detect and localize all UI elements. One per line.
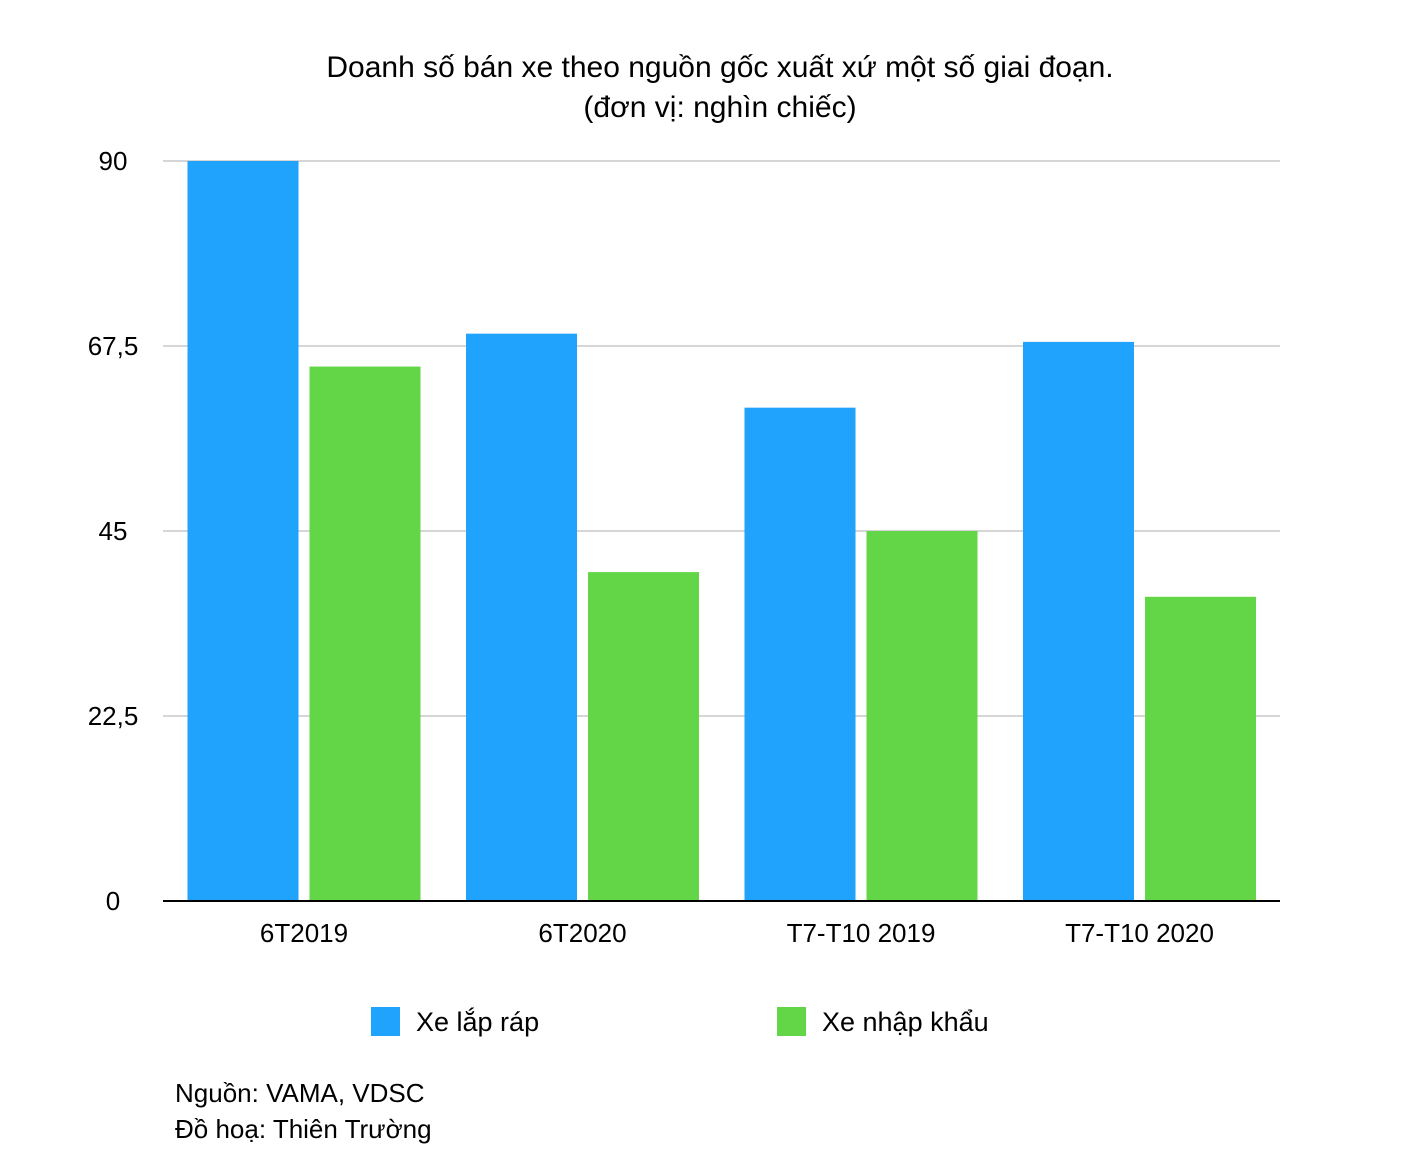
x-tick-label: 6T2020 xyxy=(538,918,626,948)
x-tick-label: T7-T10 2020 xyxy=(1065,918,1214,948)
legend-label: Xe lắp ráp xyxy=(416,1006,539,1037)
bar-imported xyxy=(866,531,978,901)
y-tick-label: 67,5 xyxy=(88,331,139,361)
y-axis-ticks: 0 22,5 45 67,5 90 xyxy=(88,146,139,916)
source-note: Nguồn: VAMA, VDSC xyxy=(175,1078,425,1108)
x-tick-label: T7-T10 2019 xyxy=(787,918,936,948)
y-tick-label: 90 xyxy=(99,146,128,176)
legend-swatch xyxy=(777,1007,806,1036)
legend-swatch xyxy=(371,1007,400,1036)
bar-imported xyxy=(1145,596,1256,901)
y-tick-label: 22,5 xyxy=(88,701,139,731)
bar-assembled xyxy=(466,333,577,902)
legend-label: Xe nhập khẩu xyxy=(822,1007,989,1037)
bars xyxy=(187,161,1256,902)
y-tick-label: 45 xyxy=(99,516,128,546)
bar-assembled xyxy=(187,161,299,901)
x-tick-label: 6T2019 xyxy=(260,918,348,948)
graphics-credit: Đồ hoạ: Thiên Trường xyxy=(175,1114,432,1144)
y-tick-label: 0 xyxy=(106,886,120,916)
bar-assembled xyxy=(1023,341,1134,901)
legend: Xe lắp ráp Xe nhập khẩu xyxy=(371,1006,989,1037)
bar-imported xyxy=(588,572,699,901)
bar-imported xyxy=(309,366,421,901)
bar-assembled xyxy=(744,407,856,901)
x-axis-ticks: 6T2019 6T2020 T7-T10 2019 T7-T10 2020 xyxy=(260,918,1214,948)
chart-subtitle: (đơn vị: nghìn chiếc) xyxy=(583,91,856,124)
chart-title: Doanh số bán xe theo nguồn gốc xuất xứ m… xyxy=(326,51,1113,84)
